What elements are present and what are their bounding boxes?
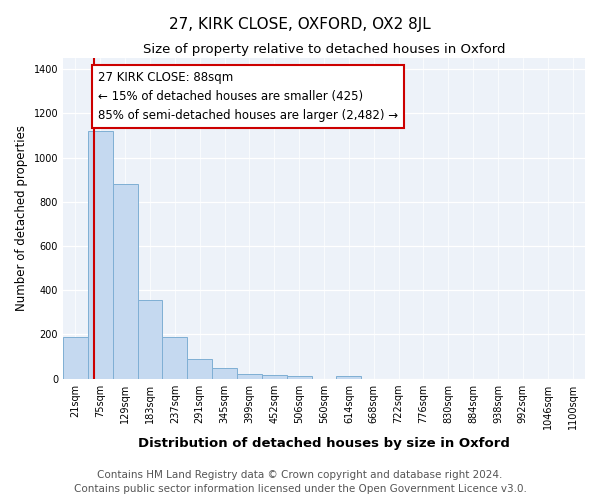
Bar [187, 358, 212, 378]
Text: 27 KIRK CLOSE: 88sqm
← 15% of detached houses are smaller (425)
85% of semi-deta: 27 KIRK CLOSE: 88sqm ← 15% of detached h… [98, 72, 398, 122]
Bar [113, 184, 137, 378]
Text: 27, KIRK CLOSE, OXFORD, OX2 8JL: 27, KIRK CLOSE, OXFORD, OX2 8JL [169, 18, 431, 32]
Bar [88, 131, 113, 378]
Title: Size of property relative to detached houses in Oxford: Size of property relative to detached ho… [143, 42, 505, 56]
Text: Contains HM Land Registry data © Crown copyright and database right 2024.
Contai: Contains HM Land Registry data © Crown c… [74, 470, 526, 494]
Bar [137, 300, 163, 378]
Bar [63, 336, 88, 378]
Bar [287, 376, 311, 378]
X-axis label: Distribution of detached houses by size in Oxford: Distribution of detached houses by size … [138, 437, 510, 450]
Y-axis label: Number of detached properties: Number of detached properties [15, 126, 28, 312]
Bar [212, 368, 237, 378]
Bar [262, 375, 287, 378]
Bar [337, 376, 361, 378]
Bar [163, 336, 187, 378]
Bar [237, 374, 262, 378]
